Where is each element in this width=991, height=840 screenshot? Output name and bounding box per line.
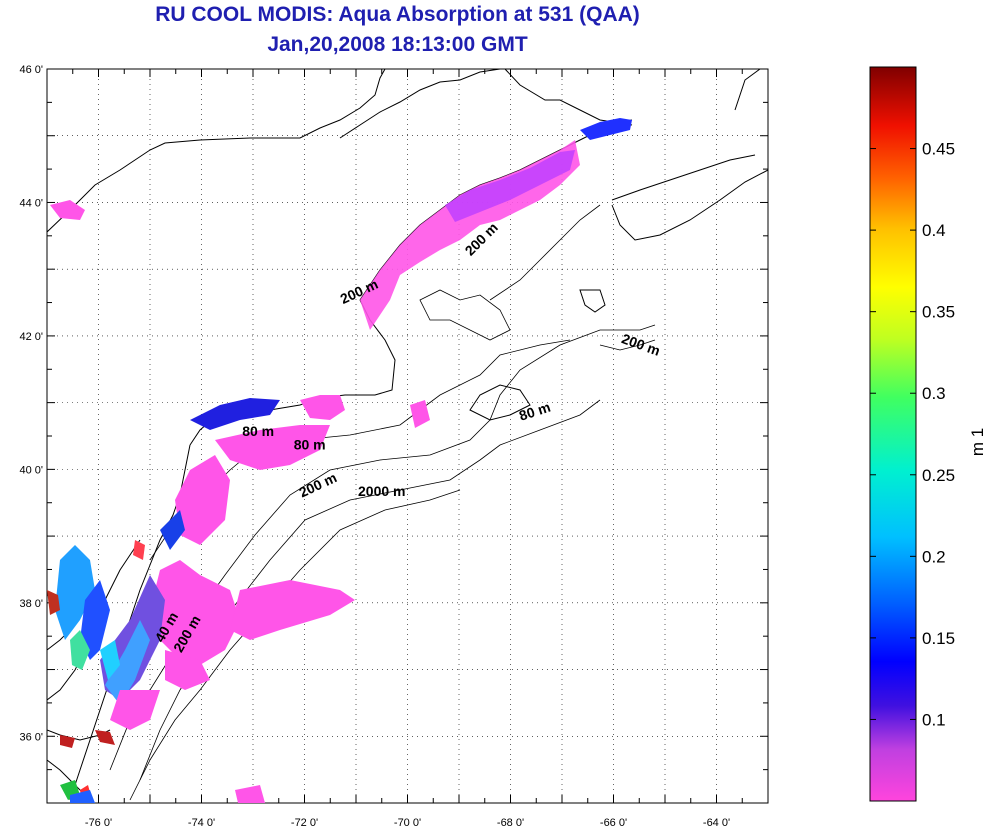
longitude-label: -72 0' — [291, 817, 318, 829]
colorbar-tick-label: 0.25 — [922, 466, 955, 485]
longitude-label: -70 0' — [394, 817, 421, 829]
latitude-label: 36 0' — [19, 731, 43, 743]
latitude-label: 46 0' — [19, 64, 43, 76]
colorbar — [869, 66, 917, 802]
longitude-label: -64 0' — [703, 817, 730, 829]
longitude-label: -68 0' — [497, 817, 524, 829]
colorbar-tick-label: 0.2 — [922, 547, 946, 566]
colorbar-tick-label: 0.15 — [922, 629, 955, 648]
latitude-label: 42 0' — [19, 331, 43, 343]
longitude-label: -66 0' — [600, 817, 627, 829]
latitude-label: 40 0' — [19, 464, 43, 476]
longitude-label: -74 0' — [188, 817, 215, 829]
map-subtitle: Jan,20,2008 18:13:00 GMT — [267, 33, 528, 56]
latitude-label: 44 0' — [19, 197, 43, 209]
contour-label: 2000 m — [358, 483, 405, 499]
colorbar-tick-label: 0.3 — [922, 384, 946, 403]
colorbar-tick-label: 0.35 — [922, 303, 955, 322]
colorbar-label: m 1 — [968, 428, 987, 456]
colorbar-tick-label: 0.45 — [922, 140, 955, 159]
colorbar-tick-label: 0.4 — [922, 221, 946, 240]
frame-ticks — [46, 68, 769, 804]
map-title: RU COOL MODIS: Aqua Absorption at 531 (Q… — [155, 3, 640, 26]
colorbar-ticks: 0.45 0.4 0.35 0.3 0.25 0.2 0.15 0.1 — [870, 140, 955, 729]
contour-label: 80 m — [242, 423, 274, 439]
contour-label: 80 m — [294, 436, 326, 452]
absorption-data — [47, 118, 632, 803]
colorbar-tick-label: 0.1 — [922, 710, 946, 729]
longitude-labels: -76 0' -74 0' -72 0' -70 0' -68 0' -66 0' -64 … — [85, 817, 730, 829]
longitude-label: -76 0' — [85, 817, 112, 829]
latitude-labels: 46 0' 44 0' 42 0' 40 0' 38 0' 36 0' — [19, 64, 43, 743]
latitude-label: 38 0' — [19, 598, 43, 610]
